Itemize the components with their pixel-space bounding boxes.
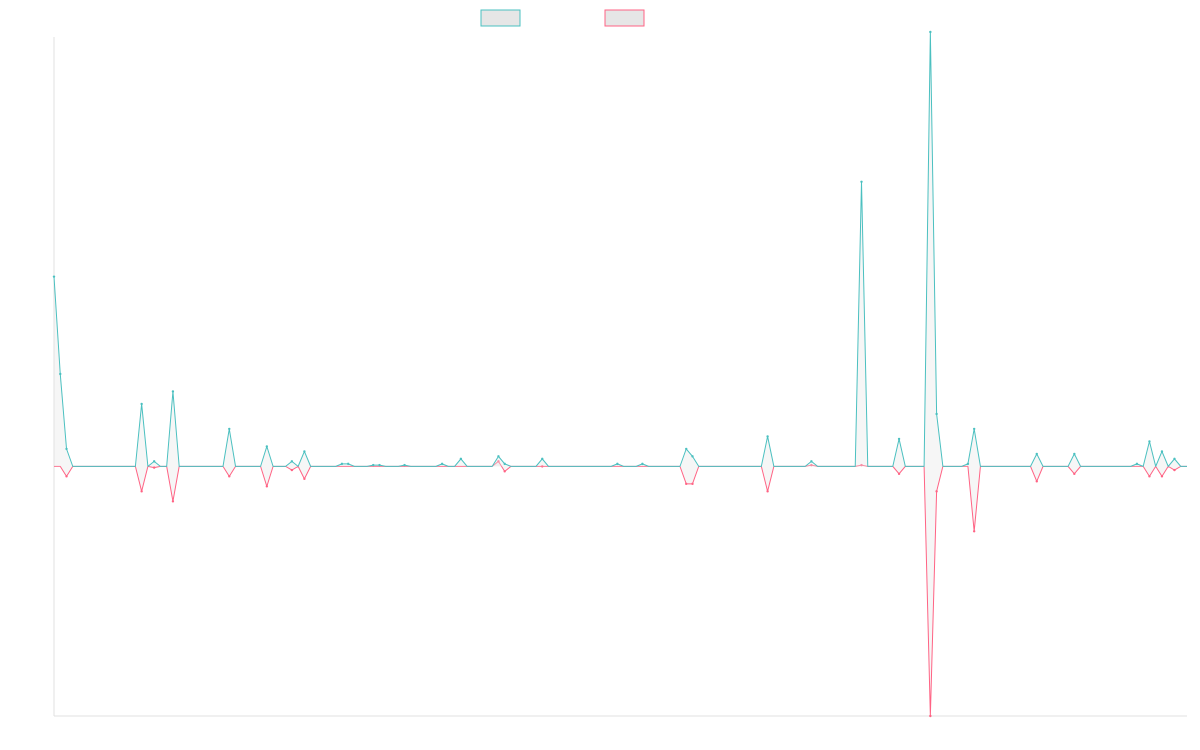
series-2-point[interactable] — [1035, 480, 1038, 483]
series-1-point[interactable] — [440, 462, 444, 466]
series-2-point[interactable] — [935, 490, 938, 493]
series-1-area — [54, 32, 1187, 467]
series-2-line — [54, 460, 1187, 717]
series-2-point[interactable] — [972, 530, 976, 533]
series-2 — [54, 460, 1187, 718]
series-1-point[interactable] — [378, 463, 381, 467]
series-1-point[interactable] — [171, 390, 175, 393]
series-2-point[interactable] — [497, 460, 500, 463]
series-1 — [52, 30, 1187, 467]
series-2-point[interactable] — [860, 463, 863, 467]
series-2-point[interactable] — [691, 482, 694, 486]
series-1-point[interactable] — [265, 445, 269, 448]
series-2-point[interactable] — [1073, 472, 1076, 476]
series-2-point[interactable] — [290, 468, 294, 472]
series-1-point[interactable] — [810, 460, 813, 463]
series-2-point[interactable] — [265, 485, 269, 488]
series-1-point[interactable] — [541, 457, 544, 461]
series-1-point[interactable] — [616, 462, 619, 466]
series-1-point[interactable] — [290, 460, 294, 463]
series-1-point[interactable] — [972, 427, 976, 431]
series-2-point[interactable] — [929, 714, 932, 718]
series-1-point[interactable] — [860, 180, 863, 183]
series-2-point[interactable] — [503, 470, 506, 473]
series-1-point[interactable] — [52, 275, 56, 278]
series-1-point[interactable] — [691, 455, 694, 458]
legend-item-series-2[interactable] — [604, 9, 645, 27]
series-2-point[interactable] — [152, 466, 156, 469]
series-1-point[interactable] — [641, 462, 644, 466]
series-1-point[interactable] — [372, 463, 375, 467]
series-1-point[interactable] — [1148, 440, 1151, 443]
legend — [480, 9, 645, 27]
series-2-area — [54, 461, 1187, 716]
series-2-point[interactable] — [541, 465, 544, 468]
series-1-point[interactable] — [59, 372, 62, 376]
series-1-point[interactable] — [685, 447, 688, 451]
series-1-line — [53, 31, 1187, 467]
series-1-point[interactable] — [347, 462, 350, 466]
series-1-point[interactable] — [897, 437, 901, 441]
series-2-point[interactable] — [1160, 475, 1164, 478]
series-1-point[interactable] — [152, 460, 156, 463]
series-2-point[interactable] — [1148, 475, 1151, 478]
series-1-point[interactable] — [340, 462, 344, 466]
series-1-point[interactable] — [929, 30, 932, 34]
series-2-point[interactable] — [766, 490, 769, 493]
series-1-point[interactable] — [497, 455, 500, 458]
series-1-point[interactable] — [140, 402, 143, 406]
series-2-point[interactable] — [171, 500, 175, 503]
series-1-point[interactable] — [766, 435, 769, 438]
series-1-point[interactable] — [65, 447, 68, 451]
series-1-point[interactable] — [403, 463, 406, 467]
series-2-point[interactable] — [810, 463, 813, 467]
series-layer — [52, 30, 1187, 718]
series-1-point[interactable] — [966, 462, 970, 466]
series-1-point[interactable] — [303, 450, 306, 453]
series-2-point[interactable] — [140, 490, 143, 493]
legend-swatch-series-1 — [480, 9, 521, 27]
series-1-point[interactable] — [935, 412, 938, 416]
series-1-point[interactable] — [459, 457, 463, 461]
series-1-point[interactable] — [1135, 462, 1139, 466]
series-1-point[interactable] — [503, 462, 506, 466]
series-2-point[interactable] — [228, 475, 231, 478]
series-2-point[interactable] — [303, 477, 306, 481]
series-2-point[interactable] — [1173, 468, 1176, 472]
legend-swatch-series-2 — [604, 9, 645, 27]
series-2-point[interactable] — [65, 475, 68, 478]
series-1-point[interactable] — [228, 427, 231, 431]
series-1-point[interactable] — [1160, 450, 1164, 453]
legend-item-series-1[interactable] — [480, 9, 521, 27]
series-1-point[interactable] — [1173, 457, 1176, 461]
series-2-point[interactable] — [685, 482, 688, 486]
series-1-point[interactable] — [1073, 452, 1076, 456]
series-2-point[interactable] — [897, 472, 901, 476]
series-1-point[interactable] — [1035, 452, 1038, 456]
